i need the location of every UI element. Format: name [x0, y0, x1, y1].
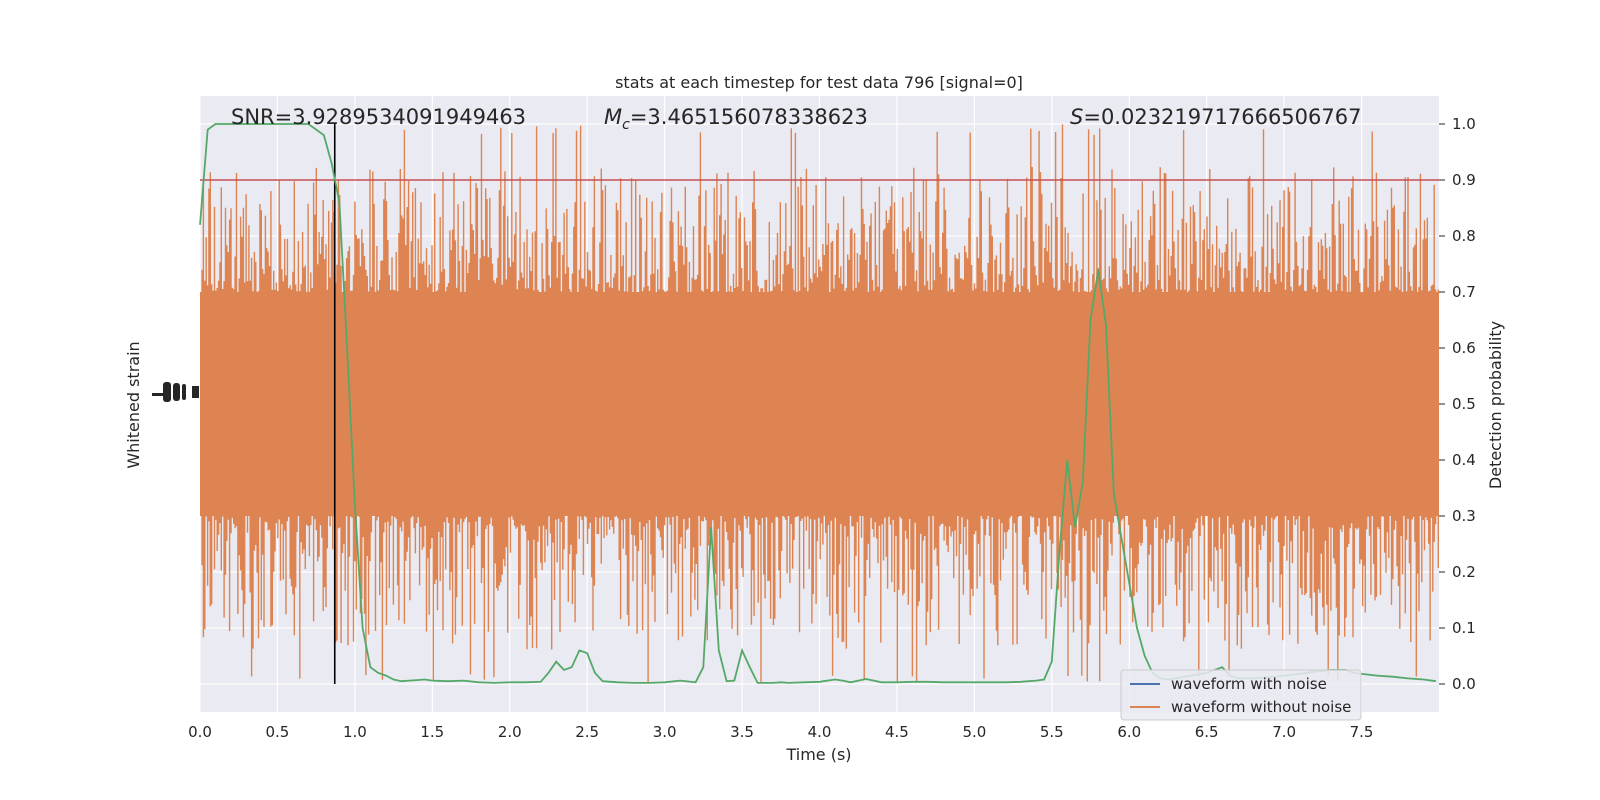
x-tick-label: 2.5 [575, 723, 599, 741]
x-tick-label: 5.0 [962, 723, 986, 741]
strain-series [200, 124, 1439, 683]
x-tick-label: 6.0 [1117, 723, 1141, 741]
x-axis-ticks: 0.0 0.5 1.0 1.5 2.0 2.5 3.0 3.5 4.0 4.5 5.0 5.5 6.0 6… [188, 723, 1373, 741]
y-tick-label: 0.7 [1452, 283, 1476, 301]
snr-annotation: SNR=3.9289534091949463 [231, 105, 526, 129]
legend-box [1120, 669, 1362, 721]
y-tick-label: 0.5 [1452, 395, 1476, 413]
strain-spikes-upper [200, 124, 1439, 292]
y-axis-right-label: Detection probability [1486, 321, 1505, 489]
x-tick-label: 5.5 [1040, 723, 1064, 741]
x-tick-label: 4.0 [808, 723, 832, 741]
chart-title: stats at each timestep for test data 796… [615, 73, 1023, 92]
y-tick-label: 0.8 [1452, 227, 1476, 245]
chirp-mass-symbol: M [604, 105, 622, 129]
overlay [200, 124, 1439, 684]
y-axis-right-ticks: 0.0 0.1 0.2 0.3 0.4 0.5 0.6 0.7 0.8 0.9 1.0 [1439, 115, 1476, 693]
x-tick-label: 0.0 [188, 723, 212, 741]
x-tick-label: 0.5 [266, 723, 290, 741]
chirp-mass-annotation: Mc=3.465156078338623 [604, 105, 868, 133]
x-tick-label: 7.0 [1272, 723, 1296, 741]
y-tick-label: 0.3 [1452, 507, 1476, 525]
x-axis-label: Time (s) [785, 745, 851, 764]
y-tick-label: 0.1 [1452, 619, 1476, 637]
y-axis-left-label: Whitened strain [124, 341, 143, 468]
y-tick-label: 0.9 [1452, 171, 1476, 189]
x-tick-label: 7.5 [1350, 723, 1374, 741]
s-annotation: S=0.023219717666506767 [1070, 105, 1361, 129]
legend: waveform with noise waveform without noi… [1120, 669, 1362, 721]
s-symbol: S [1070, 105, 1083, 129]
x-tick-label: 3.5 [730, 723, 754, 741]
y-tick-label: 0.0 [1452, 675, 1476, 693]
left-axis-tick-cluster [152, 382, 199, 402]
x-tick-label: 3.0 [653, 723, 677, 741]
x-tick-label: 1.5 [420, 723, 444, 741]
s-value: =0.023219717666506767 [1083, 105, 1361, 129]
x-tick-label: 4.5 [885, 723, 909, 741]
y-tick-label: 0.4 [1452, 451, 1476, 469]
y-tick-label: 0.2 [1452, 563, 1476, 581]
strain-spikes-lower [200, 516, 1439, 683]
strain-core-band [200, 292, 1439, 516]
chirp-mass-value: =3.465156078338623 [630, 105, 868, 129]
legend-label-without-noise: waveform without noise [1171, 698, 1351, 716]
legend-label-with-noise: waveform with noise [1171, 675, 1327, 693]
y-tick-label: 1.0 [1452, 115, 1476, 133]
chirp-mass-subscript: c [622, 117, 630, 133]
x-tick-label: 6.5 [1195, 723, 1219, 741]
y-tick-label: 0.6 [1452, 339, 1476, 357]
x-tick-label: 2.0 [498, 723, 522, 741]
x-tick-label: 1.0 [343, 723, 367, 741]
